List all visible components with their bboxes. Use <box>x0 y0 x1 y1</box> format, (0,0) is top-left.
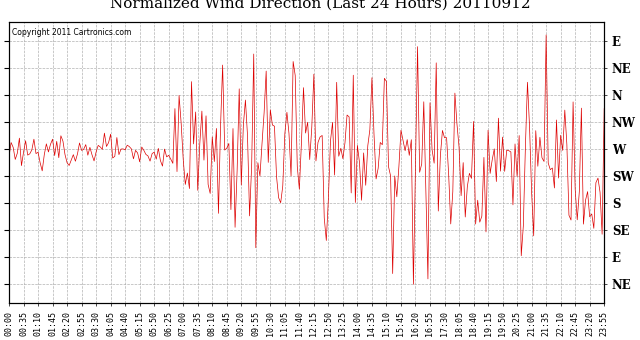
Text: Copyright 2011 Cartronics.com: Copyright 2011 Cartronics.com <box>12 28 131 37</box>
Text: Normalized Wind Direction (Last 24 Hours) 20110912: Normalized Wind Direction (Last 24 Hours… <box>109 0 531 11</box>
